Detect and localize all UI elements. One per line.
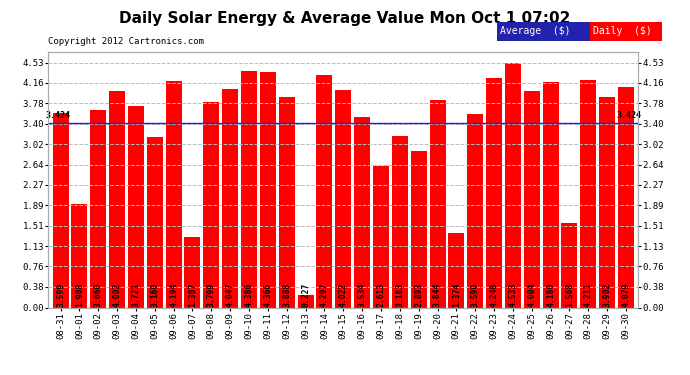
- Text: 3.888: 3.888: [282, 283, 291, 307]
- Text: 0.227: 0.227: [301, 283, 310, 307]
- Text: Daily  ($): Daily ($): [593, 26, 652, 36]
- Bar: [411, 151, 426, 308]
- Bar: [128, 106, 144, 308]
- Text: 2.613: 2.613: [377, 283, 386, 307]
- Text: 1.307: 1.307: [188, 283, 197, 307]
- Text: 4.248: 4.248: [490, 283, 499, 307]
- Text: 3.534: 3.534: [357, 283, 366, 307]
- Text: 3.660: 3.660: [94, 283, 103, 307]
- Text: 2.893: 2.893: [414, 283, 423, 307]
- Bar: [335, 90, 351, 308]
- Bar: [373, 166, 389, 308]
- Bar: [166, 81, 181, 308]
- Bar: [392, 135, 408, 308]
- Bar: [222, 89, 238, 308]
- Text: 4.297: 4.297: [320, 283, 329, 307]
- Bar: [618, 87, 634, 308]
- Bar: [90, 110, 106, 308]
- Bar: [599, 97, 615, 308]
- Bar: [354, 117, 370, 308]
- Text: 1.908: 1.908: [75, 283, 84, 307]
- Bar: [147, 137, 163, 308]
- Bar: [109, 91, 125, 308]
- Text: 4.533: 4.533: [509, 283, 518, 307]
- Bar: [317, 75, 333, 308]
- Bar: [524, 91, 540, 308]
- Text: Average  ($): Average ($): [500, 26, 571, 36]
- Text: 3.424: 3.424: [46, 111, 70, 120]
- Bar: [505, 63, 521, 308]
- Bar: [562, 223, 578, 308]
- Text: 3.183: 3.183: [395, 283, 404, 307]
- Bar: [52, 113, 68, 308]
- Bar: [71, 204, 88, 308]
- Text: 4.079: 4.079: [622, 283, 631, 307]
- Bar: [184, 237, 201, 308]
- Text: 4.002: 4.002: [112, 283, 121, 307]
- Bar: [467, 114, 483, 308]
- Text: 3.160: 3.160: [150, 283, 159, 307]
- Bar: [429, 100, 446, 308]
- Text: 4.194: 4.194: [169, 283, 178, 307]
- Text: 3.599: 3.599: [56, 283, 65, 307]
- Text: 4.004: 4.004: [527, 283, 536, 307]
- Bar: [241, 70, 257, 308]
- Text: 4.386: 4.386: [244, 283, 253, 307]
- Text: 3.902: 3.902: [602, 283, 611, 307]
- Text: 1.374: 1.374: [452, 283, 461, 307]
- Bar: [279, 98, 295, 308]
- Text: 4.211: 4.211: [584, 283, 593, 307]
- Text: 4.022: 4.022: [339, 283, 348, 307]
- Text: 4.047: 4.047: [226, 283, 235, 307]
- Bar: [580, 80, 596, 308]
- Bar: [260, 72, 276, 308]
- Text: 3.721: 3.721: [131, 283, 141, 307]
- Text: 3.799: 3.799: [207, 283, 216, 307]
- Bar: [486, 78, 502, 308]
- Bar: [297, 295, 313, 307]
- Bar: [542, 82, 559, 308]
- Text: Daily Solar Energy & Average Value Mon Oct 1 07:02: Daily Solar Energy & Average Value Mon O…: [119, 11, 571, 26]
- Bar: [448, 233, 464, 308]
- Bar: [204, 102, 219, 308]
- Text: 4.366: 4.366: [264, 283, 273, 307]
- Text: 3.424: 3.424: [616, 111, 641, 120]
- Text: 1.568: 1.568: [565, 283, 574, 307]
- Text: 4.180: 4.180: [546, 283, 555, 307]
- Text: 3.590: 3.590: [471, 283, 480, 307]
- Text: 3.844: 3.844: [433, 283, 442, 307]
- Text: Copyright 2012 Cartronics.com: Copyright 2012 Cartronics.com: [48, 38, 204, 46]
